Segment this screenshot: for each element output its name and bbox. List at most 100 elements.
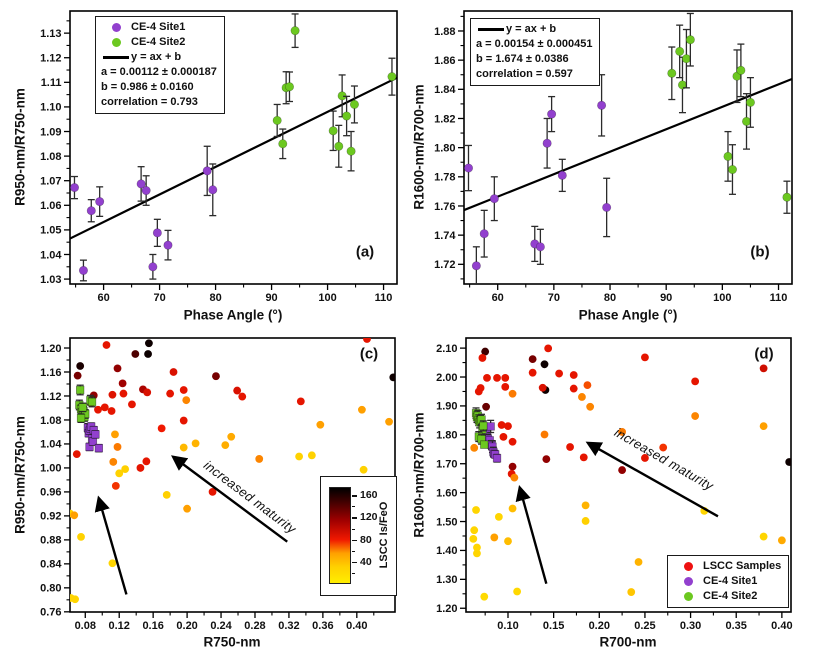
colorbar-tick-label: 120 bbox=[360, 511, 378, 524]
lscc-point bbox=[296, 397, 305, 406]
panel-tag-d: (d) bbox=[754, 345, 774, 363]
ce4-point bbox=[70, 183, 79, 193]
ce4-point bbox=[87, 397, 97, 407]
lscc-point bbox=[569, 371, 578, 379]
svg-text:1.12: 1.12 bbox=[40, 391, 61, 403]
svg-text:1.88: 1.88 bbox=[434, 26, 455, 38]
svg-text:2.10: 2.10 bbox=[436, 343, 457, 355]
lscc-point bbox=[358, 405, 366, 414]
lscc-point bbox=[540, 360, 549, 369]
ce4-point bbox=[542, 138, 552, 148]
svg-text:1.16: 1.16 bbox=[40, 367, 61, 379]
ce4-point bbox=[745, 97, 755, 107]
svg-text:0.25: 0.25 bbox=[634, 620, 655, 632]
lscc-point bbox=[538, 383, 547, 392]
ce4-point bbox=[727, 165, 737, 175]
svg-text:0.40: 0.40 bbox=[771, 620, 792, 632]
lscc-point bbox=[544, 344, 553, 353]
lscc-point bbox=[363, 338, 371, 343]
lscc-point bbox=[759, 532, 768, 541]
lscc-point bbox=[483, 373, 491, 382]
lscc-point bbox=[212, 372, 220, 381]
ce4-point bbox=[78, 403, 87, 412]
fit-line-icon bbox=[478, 28, 504, 31]
lscc-point bbox=[76, 362, 85, 370]
maturity-arrow bbox=[94, 495, 128, 595]
lscc-point bbox=[113, 364, 122, 373]
maturity-arrow bbox=[515, 484, 548, 584]
ce4-point bbox=[464, 163, 473, 173]
svg-text:1.78: 1.78 bbox=[434, 172, 455, 184]
svg-text:1.74: 1.74 bbox=[434, 230, 456, 242]
ce4-point bbox=[208, 185, 218, 195]
svg-text:0.40: 0.40 bbox=[346, 620, 367, 632]
svg-text:60: 60 bbox=[97, 292, 109, 304]
lscc-point bbox=[474, 387, 483, 396]
ce4-point bbox=[742, 116, 752, 126]
lscc-point bbox=[627, 588, 636, 596]
legend-a-correlation: correlation = 0.793 bbox=[101, 96, 198, 108]
svg-text:1.13: 1.13 bbox=[40, 28, 61, 40]
ce4-point bbox=[349, 99, 359, 109]
legend-a: CE-4 Site1 CE-4 Site2 y = ax + b a = 0.0… bbox=[95, 16, 225, 114]
svg-text:1.76: 1.76 bbox=[434, 201, 455, 213]
lscc-point bbox=[142, 457, 151, 466]
svg-text:1.04: 1.04 bbox=[40, 249, 62, 261]
ce4-point bbox=[667, 68, 677, 78]
legend-a-site2-label: CE-4 Site2 bbox=[131, 36, 186, 48]
lscc-point bbox=[508, 389, 517, 398]
colorbar-minor-tick bbox=[352, 572, 355, 574]
ce4-point bbox=[152, 228, 162, 238]
legend-b-intercept: b = 1.674 ± 0.0386 bbox=[476, 53, 569, 65]
ce4-point bbox=[479, 229, 489, 239]
x-axis-label-b: Phase Angle (°) bbox=[578, 307, 678, 323]
ce4-point bbox=[681, 54, 691, 64]
lscc-point bbox=[191, 439, 200, 448]
lscc-point bbox=[508, 437, 517, 446]
lscc-point bbox=[513, 587, 522, 596]
svg-text:1.07: 1.07 bbox=[40, 176, 61, 188]
legend-a-fit-label: y = ax + b bbox=[131, 51, 182, 63]
legend-d-lscc: LSCC Samples bbox=[673, 559, 781, 574]
lscc-point bbox=[208, 488, 217, 496]
legend-a-slope: a = 0.00112 ± 0.000187 bbox=[101, 66, 217, 78]
svg-text:1.20: 1.20 bbox=[436, 603, 457, 615]
lscc-point bbox=[107, 407, 116, 415]
lscc-point bbox=[255, 455, 264, 463]
legend-b-fit-label: y = ax + b bbox=[506, 23, 557, 35]
lscc-point bbox=[490, 533, 499, 542]
lscc-point bbox=[136, 464, 145, 472]
lscc-point bbox=[508, 504, 517, 513]
lscc-point bbox=[777, 536, 786, 545]
colorbar-tick bbox=[352, 495, 357, 497]
legend-a-site1: CE-4 Site1 bbox=[101, 20, 217, 35]
svg-text:1.08: 1.08 bbox=[40, 415, 61, 427]
ce4-point bbox=[342, 111, 352, 121]
lscc-point bbox=[481, 347, 490, 356]
svg-text:1.82: 1.82 bbox=[434, 113, 455, 125]
ce4-point bbox=[284, 82, 294, 92]
svg-text:1.00: 1.00 bbox=[40, 463, 61, 475]
svg-text:0.28: 0.28 bbox=[244, 620, 265, 632]
lscc-point bbox=[581, 517, 590, 525]
lscc-point bbox=[785, 458, 791, 466]
lscc-point bbox=[144, 350, 152, 358]
colorbar-minor-tick bbox=[352, 506, 355, 508]
lscc-point bbox=[233, 386, 242, 395]
lscc-point bbox=[111, 482, 120, 490]
maturity-arrow bbox=[171, 455, 288, 543]
lscc-point bbox=[111, 430, 119, 439]
svg-text:0.35: 0.35 bbox=[726, 620, 747, 632]
colorbar-tick-label: 40 bbox=[360, 555, 372, 568]
colorbar-tick-label: 160 bbox=[360, 489, 378, 502]
lscc-point bbox=[179, 443, 188, 452]
lscc-point bbox=[385, 417, 393, 426]
lscc-point bbox=[179, 386, 188, 394]
lscc-point bbox=[121, 465, 130, 474]
lscc-point bbox=[469, 534, 478, 543]
lscc-point bbox=[182, 396, 191, 405]
lscc-point bbox=[157, 424, 166, 433]
lscc-point bbox=[501, 382, 510, 391]
svg-text:0.15: 0.15 bbox=[543, 620, 564, 632]
lscc-point bbox=[634, 558, 643, 566]
